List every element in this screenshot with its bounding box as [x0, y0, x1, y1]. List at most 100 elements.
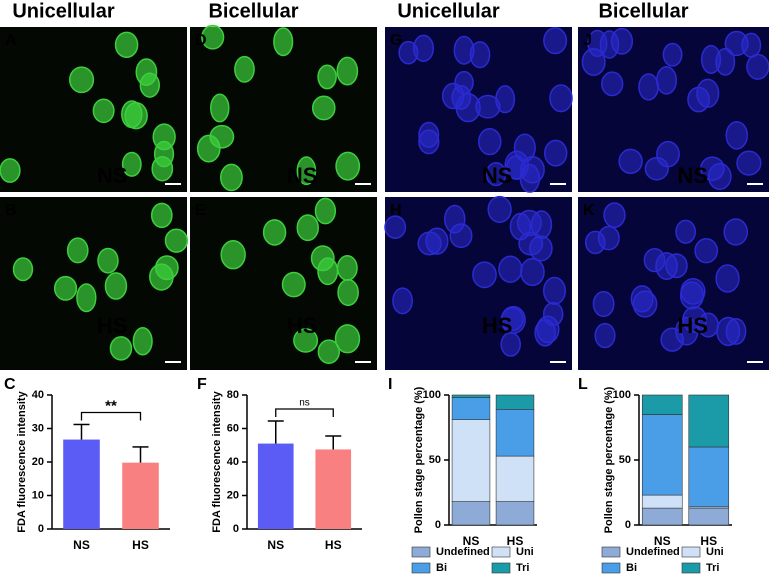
- cell: [603, 202, 626, 229]
- legend-swatch: [681, 562, 701, 574]
- bar-segment: [688, 507, 730, 526]
- y-tick-label: 0: [625, 519, 631, 531]
- bar-segment: [688, 394, 730, 448]
- cell: [455, 92, 481, 123]
- y-tick-label: 50: [429, 454, 441, 466]
- condition-label: NS: [482, 163, 513, 188]
- cell: [542, 276, 567, 305]
- legend-swatch: [411, 546, 431, 558]
- legend-label: Bi: [626, 562, 637, 574]
- panel-letter: L: [578, 376, 588, 393]
- cell: [317, 64, 337, 90]
- cell: [520, 257, 545, 287]
- condition-label: HS: [287, 313, 318, 338]
- y-tick-label: 50: [619, 454, 631, 466]
- cell: [210, 93, 230, 123]
- cell: [746, 53, 769, 80]
- bar: [122, 462, 159, 529]
- column-header: Bicellular: [208, 0, 298, 22]
- cell: [675, 219, 697, 244]
- legend-label: Tri: [516, 562, 529, 574]
- legend-swatch: [491, 546, 511, 558]
- y-axis-label: FDA fluorescence intensity: [16, 390, 28, 532]
- bar-segment: [641, 414, 683, 496]
- legend-swatch: [491, 562, 511, 574]
- y-axis-label: FDA fluorescence intensity: [211, 390, 223, 532]
- cell: [53, 275, 78, 301]
- cell: [209, 124, 235, 149]
- bar-segment: [495, 394, 535, 410]
- x-tick-label: HS: [700, 534, 717, 548]
- cell: [151, 155, 174, 182]
- cell: [152, 123, 176, 151]
- cell: [262, 219, 287, 246]
- cell: [317, 339, 341, 365]
- cell: [485, 161, 507, 187]
- cell: [643, 248, 666, 273]
- cell: [296, 156, 317, 186]
- condition-label: HS: [97, 313, 128, 338]
- cell: [418, 121, 440, 148]
- column-header: Bicellular: [598, 0, 688, 22]
- cell: [687, 86, 710, 113]
- cell: [542, 301, 564, 327]
- cell: [66, 237, 89, 264]
- bar: [257, 443, 294, 529]
- cell: [425, 227, 449, 255]
- y-axis-label: Pollen stage percentage (%): [603, 386, 615, 533]
- cell: [164, 228, 189, 253]
- legend-label: Undefined: [626, 546, 680, 558]
- legend-label: Uni: [706, 546, 724, 558]
- cell: [139, 72, 161, 98]
- condition-label: HS: [677, 313, 708, 338]
- cell: [736, 150, 762, 176]
- y-tick-label: 40: [227, 456, 239, 468]
- bar-segment: [495, 455, 535, 502]
- cell: [638, 73, 659, 101]
- legend-swatch: [411, 562, 431, 574]
- cell: [715, 47, 736, 76]
- cell: [121, 151, 142, 177]
- cell: [124, 102, 148, 130]
- cell: [234, 55, 255, 83]
- cell: [201, 24, 225, 50]
- cell: [725, 120, 749, 150]
- bar-segment: [641, 494, 683, 509]
- cell: [597, 225, 620, 251]
- cell: [694, 237, 719, 264]
- cell: [665, 253, 688, 279]
- panel-letter: C: [4, 376, 16, 393]
- x-tick-label: HS: [325, 538, 342, 552]
- cell: [679, 281, 704, 310]
- cell: [314, 197, 337, 225]
- bar-segment: [451, 419, 491, 502]
- bar: [315, 449, 352, 529]
- panel-letter: G: [390, 32, 402, 49]
- cell: [336, 254, 358, 281]
- cell: [311, 95, 336, 121]
- cell: [472, 261, 497, 289]
- cell: [336, 56, 359, 86]
- cell: [296, 214, 319, 242]
- panel-letter: J: [583, 32, 592, 49]
- x-tick-label: NS: [463, 534, 480, 548]
- cell: [12, 257, 34, 282]
- cell: [662, 42, 683, 67]
- bar: [63, 439, 100, 529]
- cell: [92, 98, 115, 124]
- legend-label: Tri: [706, 562, 719, 574]
- panel-letter: A: [5, 32, 17, 49]
- bar-segment: [451, 394, 491, 398]
- y-tick-label: 30: [32, 422, 44, 434]
- panel-letter: B: [5, 202, 17, 219]
- cell: [281, 271, 306, 298]
- significance-bracket: [80, 411, 142, 421]
- cell: [219, 163, 243, 192]
- bar-segment: [641, 394, 683, 415]
- cell: [682, 306, 708, 334]
- bar-segment: [641, 507, 683, 526]
- cell: [150, 202, 173, 229]
- cell: [335, 151, 361, 181]
- bar-segment: [495, 408, 535, 457]
